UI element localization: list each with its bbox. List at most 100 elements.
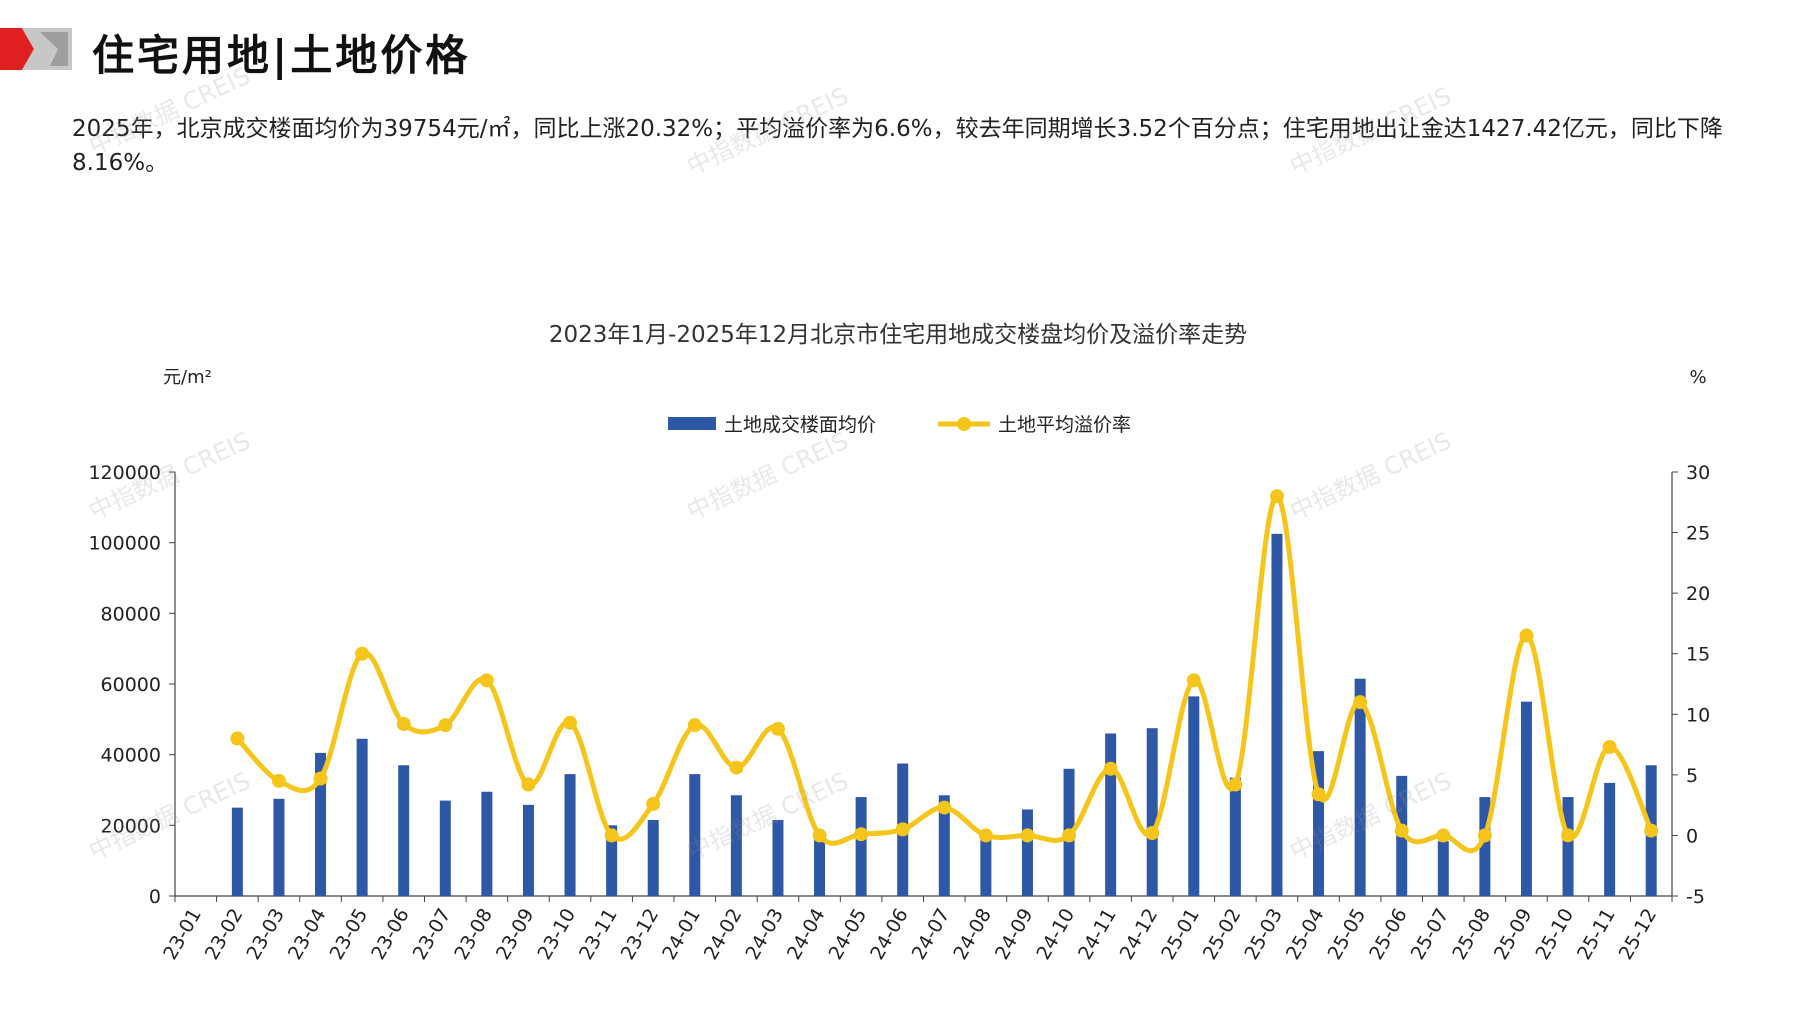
premium-rate-point <box>1353 695 1368 710</box>
premium-rate-point <box>812 828 827 843</box>
x-tick-label: 25-02 <box>1199 905 1246 964</box>
y-tick-label-left: 0 <box>149 886 161 908</box>
premium-rate-point <box>1062 828 1077 843</box>
page-title: 住宅用地|土地价格 <box>92 31 471 80</box>
x-tick-label: 25-10 <box>1531 905 1578 964</box>
premium-rate-point <box>1103 761 1118 776</box>
premium-rate-point <box>1145 826 1160 841</box>
premium-rate-point <box>1644 823 1659 838</box>
premium-rate-point <box>230 731 245 746</box>
premium-rate-point <box>895 822 910 837</box>
x-tick-label: 24-04 <box>783 905 830 964</box>
y-tick-label-left: 100000 <box>88 533 161 555</box>
x-tick-label: 23-02 <box>201 905 248 964</box>
x-tick-label: 25-12 <box>1615 905 1662 964</box>
premium-rate-point <box>770 721 785 736</box>
bar <box>647 820 659 896</box>
y-tick-label-left: 40000 <box>101 745 161 767</box>
y-tick-label-right: 25 <box>1686 523 1710 545</box>
bar <box>564 774 576 896</box>
y-tick-label-left: 120000 <box>88 462 161 484</box>
premium-rate-point <box>937 800 952 815</box>
premium-rate-point <box>1311 787 1326 802</box>
x-tick-label: 23-06 <box>367 905 414 964</box>
x-tick-label: 25-01 <box>1157 905 1204 964</box>
y-tick-label-right: 30 <box>1686 462 1710 484</box>
x-tick-label: 25-03 <box>1240 905 1287 964</box>
x-tick-label: 24-05 <box>825 905 872 964</box>
y-tick-label-right: 5 <box>1686 765 1698 787</box>
bar <box>1229 777 1241 896</box>
premium-rate-point <box>1602 739 1617 754</box>
bar <box>1271 533 1283 896</box>
legend-label-line: 土地平均溢价率 <box>998 414 1131 436</box>
y-tick-label-right: 0 <box>1686 825 1698 847</box>
bar <box>273 798 285 896</box>
x-tick-label: 24-09 <box>991 905 1038 964</box>
x-tick-label: 25-07 <box>1407 905 1454 964</box>
chart-legend: 土地成交楼面均价 土地平均溢价率 <box>668 414 1131 436</box>
logo-gray-highlight <box>40 32 68 66</box>
x-tick-label: 23-07 <box>409 905 456 964</box>
bar <box>1437 841 1449 896</box>
premium-rate-point <box>646 796 661 811</box>
premium-rate-point <box>355 646 370 661</box>
bar <box>1105 733 1117 896</box>
x-tick-label: 24-08 <box>949 905 996 964</box>
x-tick-label: 24-11 <box>1074 905 1121 964</box>
y-tick-label-left: 20000 <box>101 815 161 837</box>
bar <box>481 791 493 896</box>
premium-rate-point <box>1477 828 1492 843</box>
bar <box>231 807 243 896</box>
premium-rate-point <box>604 828 619 843</box>
bar <box>1188 696 1200 896</box>
legend-swatch-dot <box>957 417 971 431</box>
bar <box>439 800 451 896</box>
x-tick-label: 23-04 <box>284 905 331 964</box>
bar <box>980 835 992 896</box>
x-tick-label: 23-01 <box>159 905 206 964</box>
premium-rate-point <box>271 773 286 788</box>
x-tick-label: 25-11 <box>1573 905 1620 964</box>
bar <box>398 765 410 896</box>
x-tick-label: 25-05 <box>1324 905 1371 964</box>
x-tick-label: 25-09 <box>1490 905 1537 964</box>
premium-rate-point <box>1436 828 1451 843</box>
y-tick-label-right: -5 <box>1686 886 1705 908</box>
premium-rate-point <box>1269 489 1284 504</box>
bar <box>1604 782 1616 896</box>
bar <box>1479 797 1491 896</box>
x-tick-label: 23-12 <box>617 905 664 964</box>
x-tick-label: 24-10 <box>1032 905 1079 964</box>
premium-rate-point <box>1519 628 1534 643</box>
x-tick-label: 23-11 <box>575 905 622 964</box>
header-logo-mark <box>0 28 72 70</box>
y-tick-label-right: 20 <box>1686 583 1710 605</box>
y-tick-label-left: 60000 <box>101 674 161 696</box>
x-tick-label: 24-06 <box>866 905 913 964</box>
premium-rate-point <box>1020 828 1035 843</box>
bar <box>356 738 368 896</box>
premium-rate-point <box>563 715 578 730</box>
logo-red-shape <box>0 28 34 70</box>
summary-text: 2025年，北京成交楼面均价为39754元/㎡，同比上涨20.32%；平均溢价率… <box>72 116 1723 176</box>
premium-rate-point <box>729 760 744 775</box>
x-tick-label: 24-12 <box>1116 905 1163 964</box>
y-tick-label-right: 10 <box>1686 704 1710 726</box>
x-tick-label: 24-07 <box>908 905 955 964</box>
x-tick-label: 25-08 <box>1448 905 1495 964</box>
bar <box>689 774 701 896</box>
premium-rate-point <box>396 716 411 731</box>
premium-rate-point <box>687 718 702 733</box>
x-tick-label: 24-03 <box>741 905 788 964</box>
bar <box>938 795 950 896</box>
x-tick-label: 23-09 <box>492 905 539 964</box>
premium-rate-point <box>1394 823 1409 838</box>
premium-rate-point <box>1561 828 1576 843</box>
x-tick-label: 24-01 <box>658 905 705 964</box>
bar <box>1562 797 1574 896</box>
bar <box>1021 809 1033 896</box>
bar <box>855 797 867 896</box>
x-tick-label: 23-05 <box>326 905 373 964</box>
